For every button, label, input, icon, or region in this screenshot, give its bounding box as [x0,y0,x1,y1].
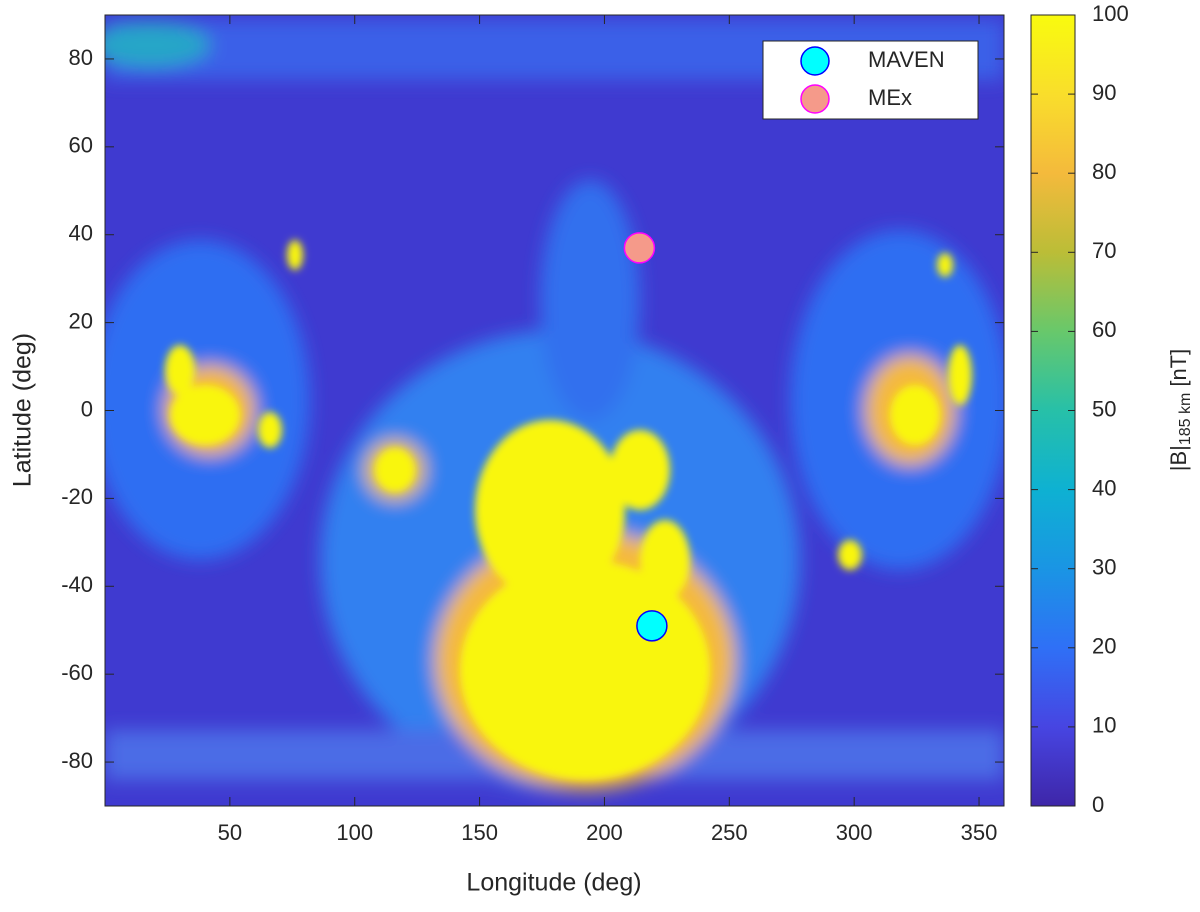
colorbar-tick-label: 80 [1092,159,1116,184]
y-tick-label: 80 [69,45,93,70]
x-axis-label: Longitude (deg) [466,869,641,897]
x-tick-label: 350 [961,820,998,845]
y-tick-label: -20 [61,484,93,509]
colorbar-label-main: |B| [1166,445,1191,471]
colorbar-label-unit: [nT] [1166,349,1191,387]
legend-label: MEx [868,85,912,110]
y-tick-label: 20 [69,308,93,333]
legend-marker [800,46,830,76]
colorbar-tick-label: 90 [1092,80,1116,105]
y-tick-label: -60 [61,660,93,685]
colorbar-tick-label: 30 [1092,555,1116,580]
colorbar-tick-label: 0 [1092,792,1104,817]
data-point [636,610,668,642]
legend-label: MAVEN [868,47,945,72]
y-axis-label: Latitude (deg) [9,333,37,487]
y-tick-label: -80 [61,748,93,773]
colorbar-tick-label: 20 [1092,634,1116,659]
x-tick-label: 150 [461,820,498,845]
x-tick-label: 50 [218,820,242,845]
colorbar-tick-label: 10 [1092,713,1116,738]
y-tick-label: 40 [69,221,93,246]
colorbar-tick-label: 40 [1092,475,1116,500]
colorbar-tick-label: 100 [1092,1,1129,26]
colorbar-label-sub: 185 km [1177,393,1194,445]
colorbar-tick-label: 50 [1092,396,1116,421]
data-point [623,232,656,264]
y-tick-label: 60 [69,133,93,158]
legend-marker [800,84,830,114]
x-tick-label: 300 [836,820,873,845]
x-tick-label: 250 [711,820,748,845]
x-tick-label: 100 [336,820,373,845]
colorbar-tick-label: 60 [1092,317,1116,342]
colorbar-label: |B|185 km [nT] [1166,349,1194,471]
x-tick-label: 200 [586,820,623,845]
y-tick-label: -40 [61,572,93,597]
legend-box [762,40,979,120]
y-tick-label: 0 [81,396,93,421]
colorbar-tick-label: 70 [1092,238,1116,263]
field-map [105,15,1004,806]
